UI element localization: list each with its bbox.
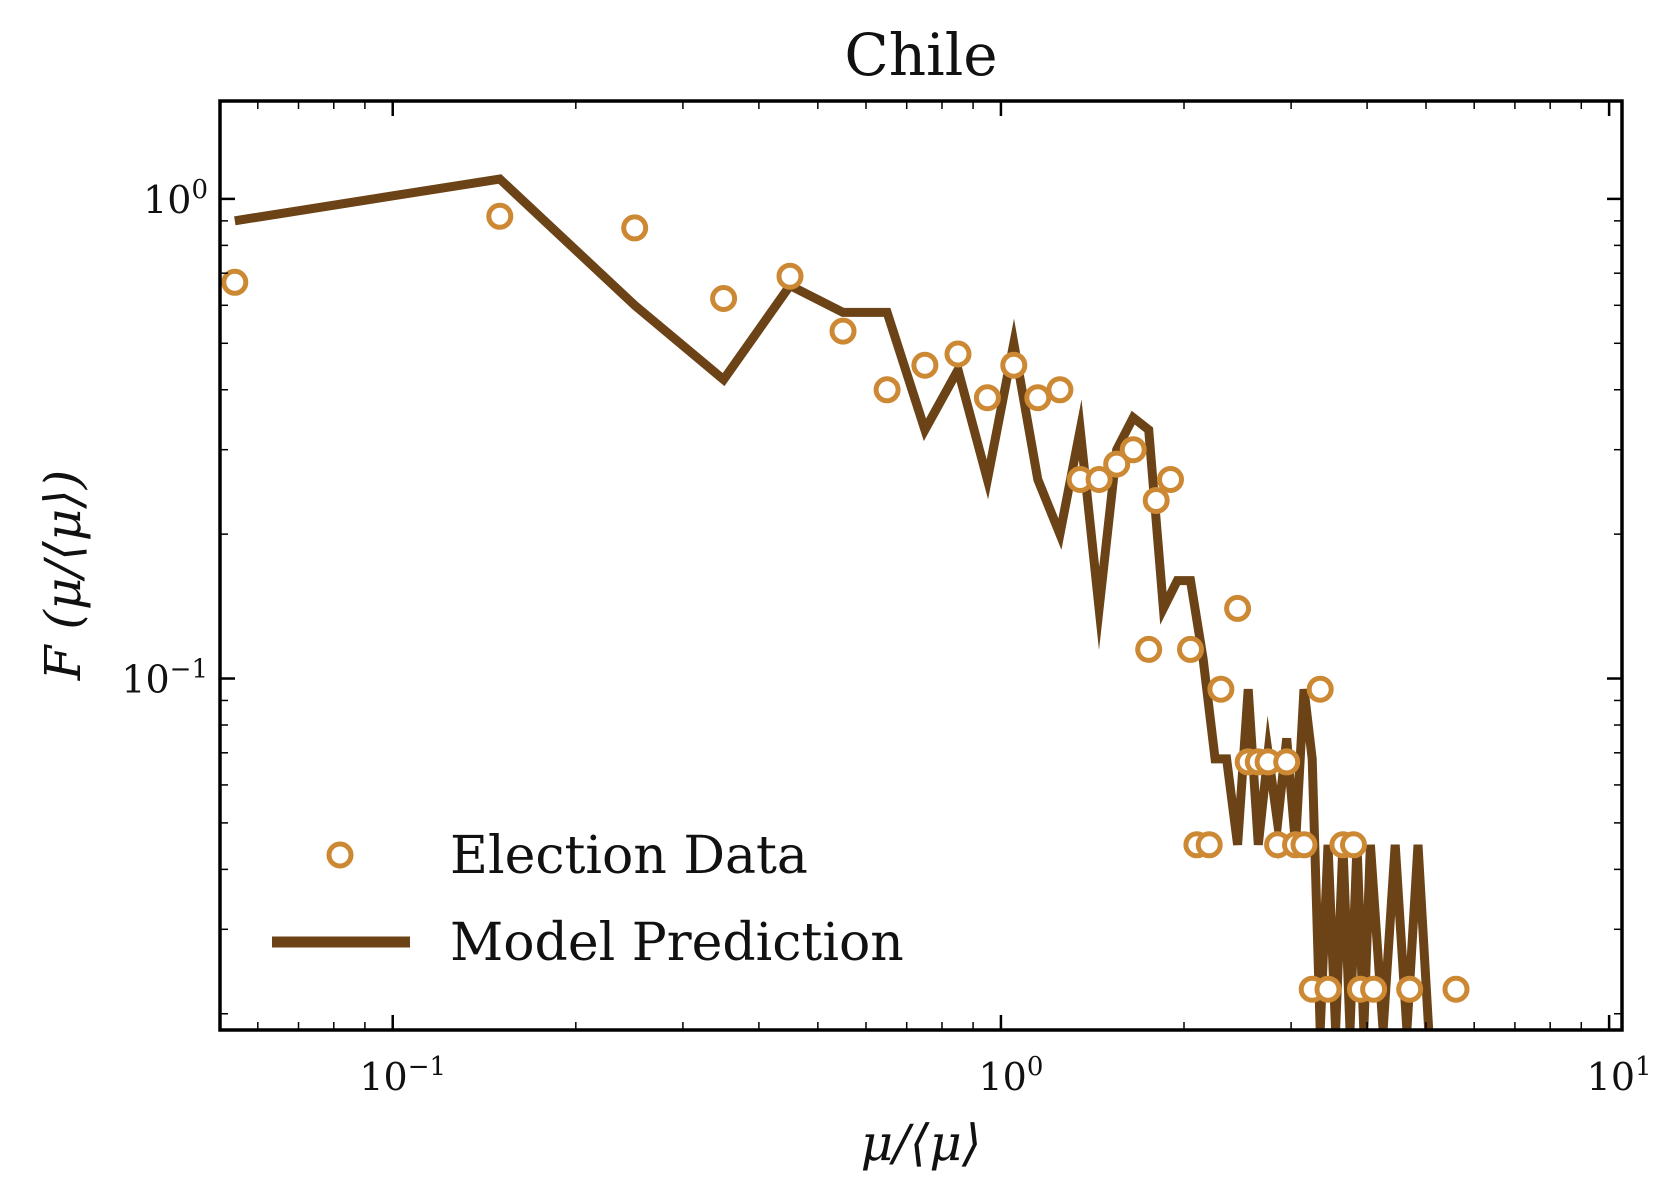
data-point bbox=[621, 214, 649, 242]
tick-label: 100 bbox=[978, 1052, 1043, 1099]
data-point bbox=[1177, 635, 1204, 663]
data-point bbox=[1314, 975, 1342, 1003]
data-point bbox=[1273, 748, 1301, 776]
x-axis-label: μ/⟨μ⟩ bbox=[861, 1114, 982, 1172]
data-point bbox=[221, 268, 249, 296]
data-point bbox=[1085, 466, 1113, 493]
data-point bbox=[1396, 975, 1424, 1003]
tick-label: 100 bbox=[143, 175, 208, 222]
data-point bbox=[1207, 675, 1235, 703]
y-axis-label: F (μ/⟨μ⟩) bbox=[34, 470, 92, 681]
tick-label: 10−1 bbox=[121, 655, 208, 702]
tick-label: 101 bbox=[1587, 1052, 1652, 1099]
model-prediction-line bbox=[234, 174, 1434, 1030]
data-point bbox=[1290, 831, 1318, 859]
data-point bbox=[1195, 831, 1223, 859]
data-point bbox=[1340, 831, 1367, 859]
series-layer bbox=[221, 174, 1470, 1030]
election-data-markers bbox=[221, 202, 1470, 1003]
axis-ticks: 10−1 100 101 10−1 100 bbox=[121, 101, 1652, 1099]
data-point bbox=[1306, 675, 1334, 703]
data-point bbox=[1046, 376, 1074, 404]
data-point bbox=[944, 340, 972, 368]
data-point bbox=[776, 262, 804, 290]
data-point bbox=[829, 317, 857, 345]
data-point bbox=[973, 384, 1001, 412]
data-point bbox=[710, 285, 738, 312]
data-point bbox=[873, 376, 901, 404]
legend: Election Data Model Prediction bbox=[272, 826, 904, 973]
data-point bbox=[1119, 436, 1147, 464]
legend-label-election-data: Election Data bbox=[450, 826, 808, 886]
legend-label-model-prediction: Model Prediction bbox=[450, 913, 904, 973]
chart-title: Chile bbox=[844, 21, 997, 89]
data-point bbox=[1135, 635, 1163, 663]
data-point bbox=[1224, 594, 1252, 622]
legend-marker-election-data bbox=[326, 841, 354, 869]
tick-label: 10−1 bbox=[359, 1052, 446, 1099]
data-point bbox=[1442, 975, 1470, 1003]
data-point bbox=[1157, 466, 1184, 493]
data-point bbox=[911, 351, 939, 379]
data-point bbox=[1103, 450, 1131, 478]
data-point bbox=[486, 202, 514, 230]
data-point bbox=[1024, 384, 1052, 412]
data-point bbox=[1142, 487, 1170, 514]
data-point bbox=[1000, 351, 1028, 379]
plot-frame bbox=[218, 99, 1624, 1032]
data-point bbox=[1360, 975, 1388, 1003]
